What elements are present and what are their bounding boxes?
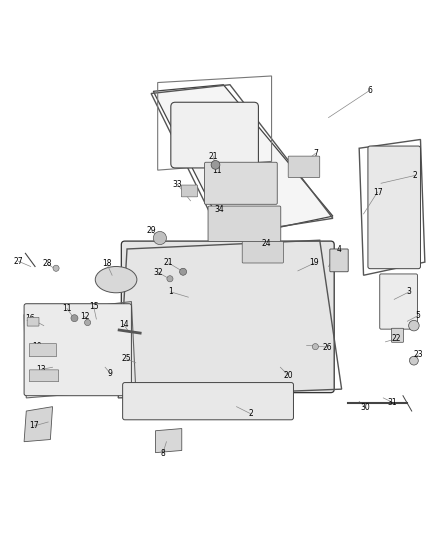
Ellipse shape (95, 266, 137, 293)
FancyBboxPatch shape (123, 383, 293, 420)
FancyBboxPatch shape (121, 241, 334, 393)
Text: 19: 19 (310, 259, 319, 268)
Text: 23: 23 (414, 351, 424, 359)
FancyBboxPatch shape (330, 249, 348, 272)
Text: 25: 25 (121, 354, 131, 363)
Text: 11: 11 (212, 166, 222, 175)
Text: 9: 9 (108, 369, 113, 378)
Text: 1: 1 (169, 287, 173, 296)
Text: 8: 8 (161, 449, 165, 458)
Text: 15: 15 (89, 302, 99, 311)
Text: 33: 33 (173, 180, 182, 189)
FancyBboxPatch shape (380, 274, 417, 329)
FancyBboxPatch shape (29, 370, 59, 382)
Text: 12: 12 (80, 312, 89, 321)
Text: 27: 27 (14, 257, 23, 266)
Text: 24: 24 (261, 239, 271, 248)
Text: 13: 13 (36, 365, 46, 374)
FancyBboxPatch shape (242, 241, 283, 263)
Text: 34: 34 (214, 205, 224, 214)
Text: 31: 31 (388, 398, 397, 407)
FancyBboxPatch shape (208, 206, 281, 241)
Text: 22: 22 (391, 334, 401, 343)
FancyBboxPatch shape (27, 317, 39, 326)
Text: 29: 29 (146, 226, 156, 235)
Text: 7: 7 (313, 149, 318, 158)
FancyBboxPatch shape (181, 185, 198, 197)
FancyBboxPatch shape (205, 162, 277, 204)
Text: 14: 14 (119, 320, 128, 329)
Circle shape (153, 231, 166, 245)
FancyBboxPatch shape (392, 328, 403, 342)
Text: 3: 3 (406, 287, 412, 296)
Circle shape (410, 356, 418, 365)
Text: 18: 18 (102, 260, 112, 269)
Text: 21: 21 (164, 259, 173, 268)
FancyBboxPatch shape (29, 344, 57, 357)
Text: 17: 17 (29, 422, 39, 431)
Text: 32: 32 (154, 268, 163, 277)
Ellipse shape (84, 313, 113, 338)
Text: 30: 30 (361, 403, 371, 412)
Text: 11: 11 (62, 304, 72, 313)
Text: 2: 2 (413, 171, 417, 180)
Text: 5: 5 (416, 311, 421, 320)
Text: 16: 16 (25, 314, 35, 322)
Polygon shape (24, 407, 53, 442)
Text: 26: 26 (323, 343, 332, 352)
Circle shape (167, 276, 173, 282)
Polygon shape (155, 429, 182, 453)
FancyBboxPatch shape (368, 146, 420, 269)
Circle shape (71, 314, 78, 322)
Text: 21: 21 (209, 151, 219, 160)
FancyBboxPatch shape (171, 102, 258, 168)
Text: 4: 4 (336, 245, 342, 254)
Circle shape (211, 160, 220, 169)
FancyBboxPatch shape (24, 304, 131, 395)
Circle shape (312, 344, 318, 350)
Text: 17: 17 (373, 188, 382, 197)
Circle shape (409, 320, 419, 331)
Circle shape (85, 319, 91, 326)
Text: 10: 10 (32, 342, 42, 351)
FancyBboxPatch shape (288, 156, 320, 177)
Text: 28: 28 (42, 260, 52, 269)
Text: 2: 2 (248, 409, 253, 418)
Circle shape (53, 265, 59, 271)
Polygon shape (153, 85, 333, 238)
Text: 6: 6 (367, 86, 372, 95)
Circle shape (180, 268, 187, 275)
Text: 20: 20 (283, 370, 293, 379)
